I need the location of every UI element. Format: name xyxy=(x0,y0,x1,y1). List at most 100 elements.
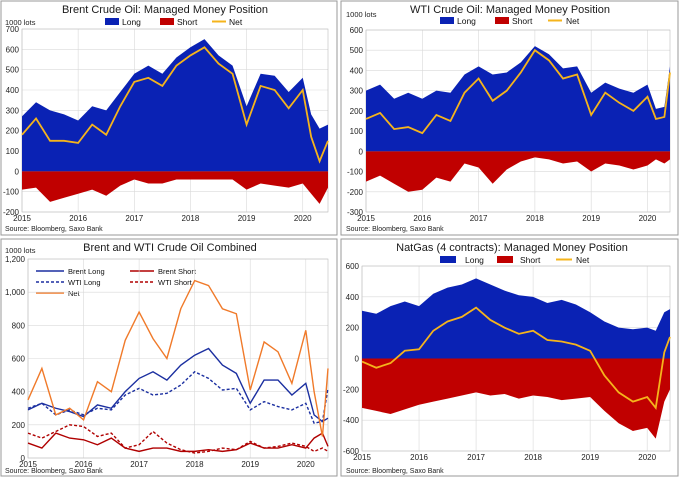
x-tick-label: 2017 xyxy=(125,214,143,223)
x-tick-label: 2015 xyxy=(357,214,375,223)
y-tick-label: -100 xyxy=(347,168,364,177)
x-tick-label: 2016 xyxy=(410,453,428,462)
legend-short-label: Short xyxy=(512,16,533,26)
long-area-series xyxy=(22,39,328,172)
brent-title: Brent Crude Oil: Managed Money Position xyxy=(62,4,268,16)
brent-units: 1000 lots xyxy=(5,18,36,27)
wti-legend: Long Short Net xyxy=(440,16,580,26)
legend-short-label: Short xyxy=(520,255,541,265)
x-tick-label: 2019 xyxy=(241,460,259,469)
y-tick-label: 0 xyxy=(359,147,364,156)
y-tick-label: 300 xyxy=(6,106,20,115)
net-line-series xyxy=(21,46,329,164)
y-tick-label: -600 xyxy=(343,447,360,456)
legend-net-label: Net xyxy=(229,17,243,27)
legend-short-swatch xyxy=(497,256,513,263)
long-area-series xyxy=(362,278,670,359)
legend-long-swatch xyxy=(105,18,119,25)
legend-long-swatch xyxy=(440,256,456,263)
y-tick-label: 500 xyxy=(6,66,20,75)
combined-panel: Brent and WTI Crude Oil Combined 1000 lo… xyxy=(0,238,338,477)
natgas-source: Source: Bloomberg, Saxo Bank xyxy=(346,468,444,475)
net-line xyxy=(27,279,329,437)
long-area-series xyxy=(366,46,670,152)
x-tick-label: 2020 xyxy=(294,214,312,223)
brent-long-line xyxy=(27,347,329,423)
legend-brent-short-label: Brent Short xyxy=(158,267,197,276)
x-tick-label: 2017 xyxy=(130,460,148,469)
x-tick-label: 2020 xyxy=(297,460,315,469)
net-line-series xyxy=(361,306,671,411)
y-tick-label: 200 xyxy=(12,421,26,430)
x-tick-label: 2019 xyxy=(238,214,256,223)
natgas-panel: NatGas (4 contracts): Managed Money Posi… xyxy=(340,238,679,477)
x-tick-label: 2019 xyxy=(581,453,599,462)
y-tick-label: -200 xyxy=(347,188,364,197)
y-tick-label: 0 xyxy=(15,167,20,176)
y-tick-label: 300 xyxy=(350,87,364,96)
combined-title: Brent and WTI Crude Oil Combined xyxy=(83,242,257,254)
x-tick-label: 2018 xyxy=(526,214,544,223)
y-tick-label: 600 xyxy=(12,355,26,364)
x-tick-label: 2015 xyxy=(13,214,31,223)
legend-long-label: Long xyxy=(465,255,484,265)
legend-long-label: Long xyxy=(122,17,141,27)
wti-units: 1000 lots xyxy=(346,10,377,19)
legend-net-label: Net xyxy=(576,255,590,265)
wti-title: WTI Crude Oil: Managed Money Position xyxy=(410,4,610,16)
brent-legend: Long Short Net xyxy=(105,17,243,27)
y-tick-label: 200 xyxy=(6,127,20,136)
legend-net-label: Net xyxy=(68,289,81,298)
legend-short-swatch xyxy=(495,17,509,24)
y-tick-label: 600 xyxy=(350,26,364,35)
y-tick-label: -400 xyxy=(343,416,360,425)
natgas-title: NatGas (4 contracts): Managed Money Posi… xyxy=(396,242,628,254)
x-tick-label: 2015 xyxy=(19,460,37,469)
y-tick-label: 600 xyxy=(6,45,20,54)
wti-long-line xyxy=(27,370,329,424)
wti-panel: WTI Crude Oil: Managed Money Position 10… xyxy=(340,0,679,236)
x-tick-label: 2020 xyxy=(639,214,657,223)
x-tick-label: 2016 xyxy=(69,214,87,223)
x-tick-label: 2018 xyxy=(182,214,200,223)
legend-wti-short-label: WTI Short xyxy=(158,278,193,287)
combined-legend: Brent Long Brent Short WTI Long WTI Shor… xyxy=(36,267,197,298)
y-tick-label: -300 xyxy=(347,208,364,217)
y-tick-label: 400 xyxy=(346,293,360,302)
x-tick-label: 2019 xyxy=(582,214,600,223)
x-tick-label: 2016 xyxy=(413,214,431,223)
y-tick-label: 1,200 xyxy=(5,255,26,264)
combined-units: 1000 lots xyxy=(5,246,36,255)
y-tick-label: 0 xyxy=(355,355,360,364)
brent-source: Source: Bloomberg, Saxo Bank xyxy=(5,226,103,233)
x-tick-label: 2020 xyxy=(638,453,656,462)
y-tick-label: 1,000 xyxy=(5,288,26,297)
x-tick-label: 2017 xyxy=(467,453,485,462)
legend-long-swatch xyxy=(440,17,454,24)
x-tick-label: 2018 xyxy=(186,460,204,469)
y-tick-label: -200 xyxy=(3,208,20,217)
natgas-legend: Long Short Net xyxy=(440,255,590,265)
y-tick-label: 400 xyxy=(6,86,20,95)
y-tick-label: 600 xyxy=(346,262,360,271)
plot-frame xyxy=(27,258,329,459)
x-tick-label: 2018 xyxy=(524,453,542,462)
combined-source: Source: Bloomberg, Saxo Bank xyxy=(5,468,103,475)
legend-wti-long-label: WTI Long xyxy=(68,278,101,287)
legend-short-label: Short xyxy=(177,17,198,27)
legend-brent-long-label: Brent Long xyxy=(68,267,105,276)
y-tick-label: 200 xyxy=(346,324,360,333)
net-line-series xyxy=(365,48,671,135)
y-tick-label: 100 xyxy=(6,147,20,156)
wti-source: Source: Bloomberg, Saxo Bank xyxy=(346,226,444,233)
brent-panel: Brent Crude Oil: Managed Money Position … xyxy=(0,0,338,236)
y-tick-label: -200 xyxy=(343,385,360,394)
y-tick-label: 800 xyxy=(12,321,26,330)
y-tick-label: 0 xyxy=(21,454,26,463)
y-tick-label: 500 xyxy=(350,46,364,55)
